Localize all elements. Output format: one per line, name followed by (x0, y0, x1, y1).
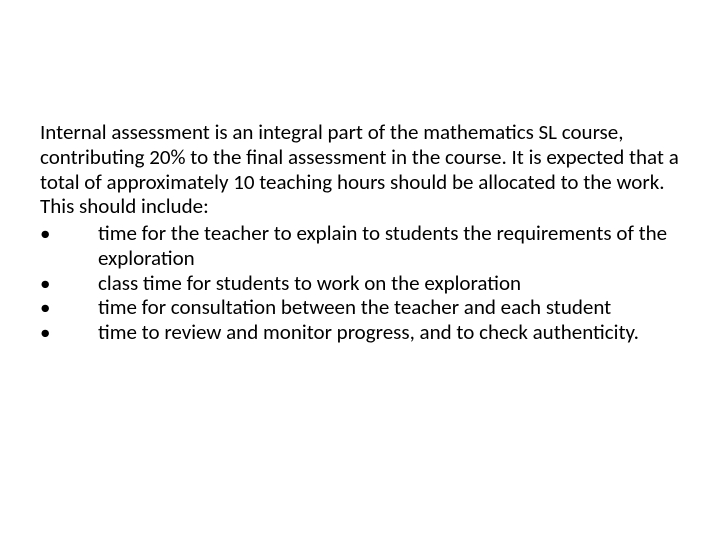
intro-paragraph: Internal assessment is an integral part … (40, 120, 680, 219)
bullet-icon: • (40, 221, 98, 246)
bullet-text: time for consultation between the teache… (98, 295, 680, 320)
list-item: • class time for students to work on the… (40, 271, 680, 296)
bullet-list: • time for the teacher to explain to stu… (40, 221, 680, 345)
bullet-icon: • (40, 295, 98, 320)
bullet-icon: • (40, 271, 98, 296)
bullet-icon: • (40, 320, 98, 345)
bullet-text: time for the teacher to explain to stude… (98, 221, 680, 271)
bullet-text: class time for students to work on the e… (98, 271, 680, 296)
slide-body: Internal assessment is an integral part … (0, 0, 720, 540)
bullet-text: time to review and monitor progress, and… (98, 320, 680, 345)
list-item: • time for the teacher to explain to stu… (40, 221, 680, 271)
list-item: • time to review and monitor progress, a… (40, 320, 680, 345)
list-item: • time for consultation between the teac… (40, 295, 680, 320)
